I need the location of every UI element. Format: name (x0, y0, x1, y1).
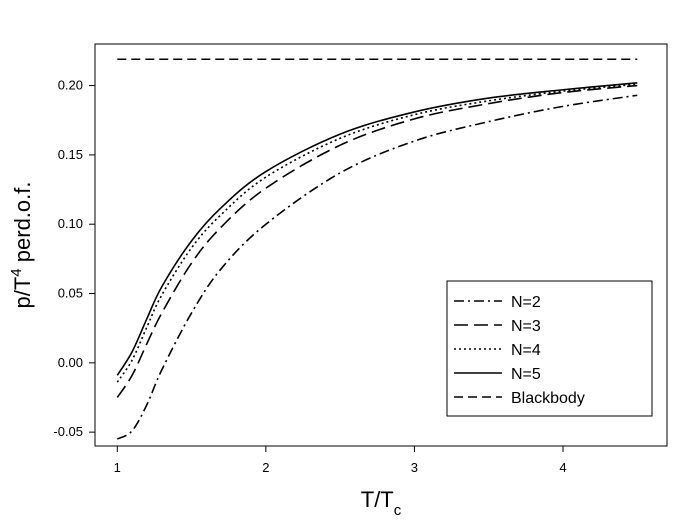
y-axis-title-sup: 4 (8, 268, 25, 276)
legend-label-n-5: N=5 (511, 366, 541, 383)
y-axis-title: p/T4 perd.o.f. (8, 182, 35, 309)
x-tick-label: 1 (114, 460, 121, 475)
x-tick-label: 3 (411, 460, 418, 475)
y-tick-label: 0.10 (58, 216, 83, 231)
series-line-n-2 (116, 94, 638, 440)
y-tick-label: 0.15 (58, 147, 83, 162)
legend-label-n-4: N=4 (511, 342, 541, 359)
series-layer (116, 58, 638, 440)
x-tick-label: 4 (559, 460, 566, 475)
y-tick-label: 0.00 (58, 355, 83, 370)
y-axis-title-post: perd.o.f. (10, 182, 35, 269)
y-tick-label: 0.20 (58, 78, 83, 93)
y-axis-ticks: -0.05 0.00 0.05 0.10 0.15 0.20 (53, 78, 95, 439)
x-axis-title-sub: c (394, 502, 402, 519)
legend-label-n-3: N=3 (511, 318, 541, 335)
y-tick-label: 0.05 (58, 286, 83, 301)
x-axis-title-main: T/T (361, 487, 394, 512)
x-axis-ticks: 1 2 3 4 (114, 446, 567, 475)
series-line-n-5 (116, 82, 638, 376)
legend-label-n-2: N=2 (511, 294, 541, 311)
series-line-n-3 (116, 84, 638, 398)
y-tick-label: -0.05 (53, 424, 83, 439)
legend: N=2 N=3 N=4 N=5 Blackbody (446, 280, 653, 417)
x-axis-title: T/Tc (361, 487, 402, 519)
legend-label-blackbody: Blackbody (511, 390, 585, 407)
plot-frame (94, 43, 668, 447)
legend-box (446, 280, 653, 417)
x-tick-label: 2 (262, 460, 269, 475)
y-axis-title-pre: p/T (10, 277, 35, 309)
